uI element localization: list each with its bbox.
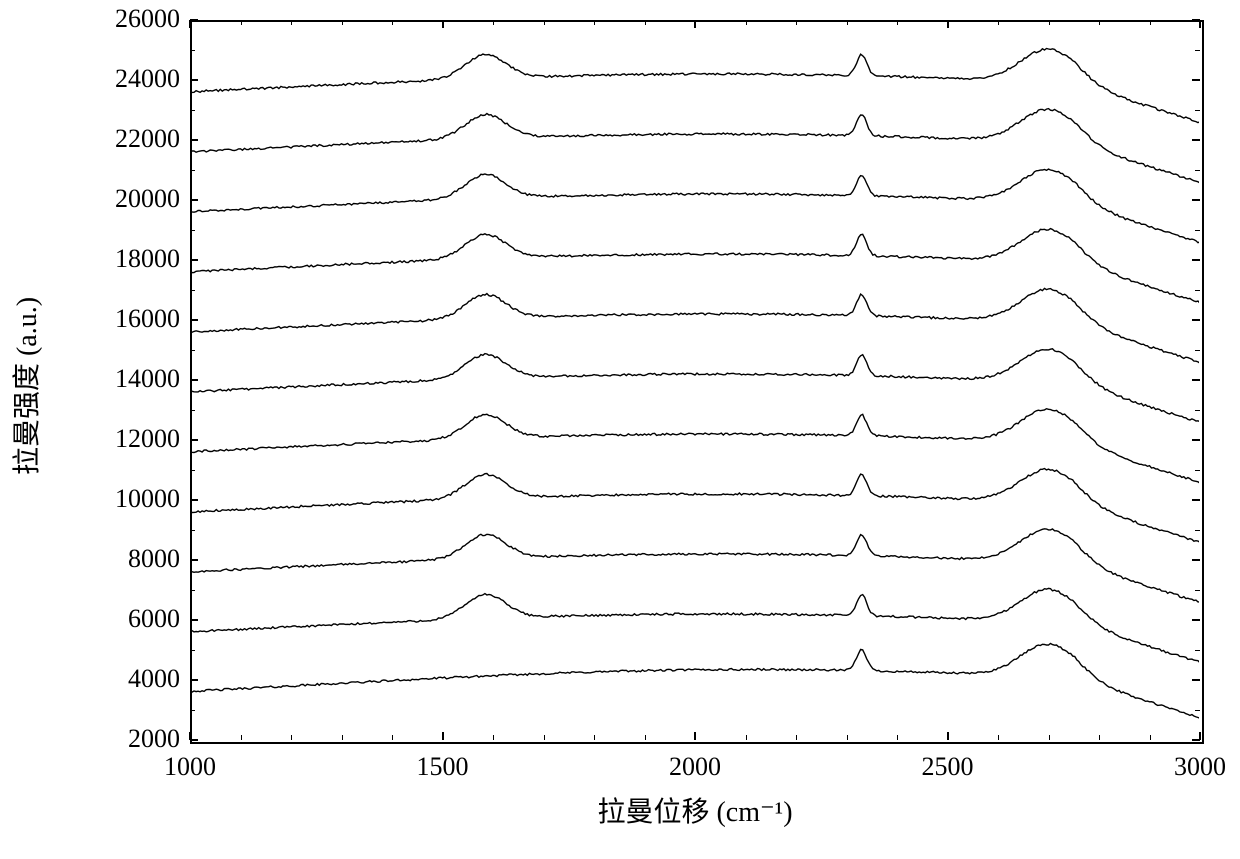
- x-tick-label: 1500: [403, 752, 483, 782]
- spectrum-line: [190, 169, 1200, 243]
- y-tick-label: 8000: [90, 544, 180, 574]
- y-tick-label: 6000: [90, 604, 180, 634]
- spectrum-line: [190, 109, 1200, 184]
- y-tick-label: 24000: [90, 64, 180, 94]
- y-tick-label: 12000: [90, 424, 180, 454]
- y-tick-label: 14000: [90, 364, 180, 394]
- x-tick-label: 2000: [655, 752, 735, 782]
- spectrum-line: [190, 588, 1200, 662]
- x-tick-label: 1000: [150, 752, 230, 782]
- raman-spectra-chart: 拉曼强度 (a.u.) 拉曼位移 (cm⁻¹) 2000400060008000…: [0, 0, 1240, 859]
- spectrum-line: [190, 288, 1200, 363]
- y-tick-label: 16000: [90, 304, 180, 334]
- spectra-lines: [0, 0, 1240, 859]
- y-tick-label: 22000: [90, 124, 180, 154]
- y-tick-label: 4000: [90, 664, 180, 694]
- y-tick-label: 18000: [90, 244, 180, 274]
- y-tick-label: 26000: [90, 4, 180, 34]
- x-tick-label: 2500: [908, 752, 988, 782]
- y-tick-label: 2000: [90, 724, 180, 754]
- spectrum-line: [190, 409, 1200, 484]
- spectrum-line: [190, 229, 1200, 304]
- y-tick-label: 20000: [90, 184, 180, 214]
- spectrum-line: [190, 49, 1200, 123]
- spectrum-line: [190, 469, 1200, 543]
- spectrum-line: [190, 644, 1200, 719]
- spectrum-line: [190, 529, 1200, 602]
- y-tick-label: 10000: [90, 484, 180, 514]
- spectrum-line: [190, 349, 1200, 422]
- x-tick-label: 3000: [1160, 752, 1240, 782]
